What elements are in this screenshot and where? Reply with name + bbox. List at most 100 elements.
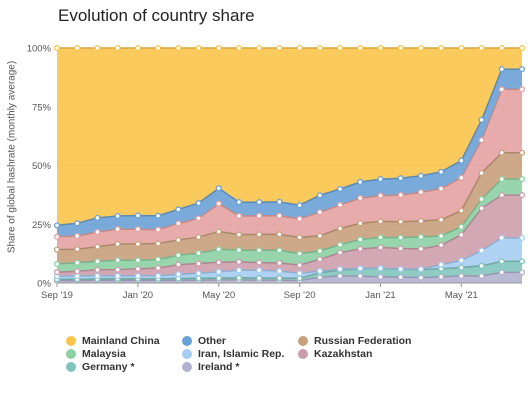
data-point: [357, 195, 364, 202]
data-point: [114, 44, 121, 52]
data-point: [155, 226, 162, 233]
legend-item-germany[interactable]: Germany *: [66, 361, 135, 373]
data-point: [377, 44, 384, 52]
legend-item-russian-federation[interactable]: Russian Federation: [298, 335, 411, 347]
stacked-area-chart: 0% 25% 50% 75% 100% Sep '19 Jan '20 May '20 Sep …: [27, 44, 526, 300]
data-point: [498, 258, 505, 265]
data-point: [175, 44, 182, 52]
legend-label: Ireland *: [198, 361, 240, 373]
data-point: [458, 207, 465, 214]
data-point: [397, 234, 404, 241]
area-series-7: [57, 69, 522, 237]
y-tick-label: 100%: [27, 44, 52, 55]
data-point: [155, 256, 162, 263]
data-point: [114, 226, 121, 233]
data-point: [296, 262, 303, 269]
data-point: [336, 266, 344, 273]
data-point: [397, 218, 404, 225]
data-point: [377, 234, 384, 241]
data-point: [235, 44, 243, 52]
data-point: [518, 66, 526, 73]
data-point: [336, 201, 344, 209]
data-point: [296, 270, 303, 277]
data-point: [134, 257, 141, 264]
data-point: [458, 272, 465, 280]
data-point: [256, 199, 263, 206]
data-point: [357, 236, 364, 243]
data-point: [458, 223, 465, 230]
data-point: [195, 215, 202, 222]
data-point: [175, 252, 182, 259]
area-series-6: [57, 89, 522, 250]
legend-item-ireland[interactable]: Ireland *: [182, 361, 239, 373]
data-point: [336, 249, 344, 256]
data-point: [195, 44, 202, 52]
legend-item-malaysia[interactable]: Malaysia: [66, 348, 126, 360]
data-point: [195, 260, 202, 267]
data-point: [74, 268, 81, 275]
data-point: [215, 228, 222, 235]
data-point: [215, 268, 222, 275]
data-point: [256, 247, 263, 254]
data-point: [458, 157, 465, 164]
x-tick-label: Jan '21: [365, 290, 395, 300]
data-point: [53, 44, 61, 52]
data-point: [74, 220, 81, 227]
y-tick-label: 50%: [32, 161, 52, 172]
data-point: [215, 246, 222, 253]
data-point: [478, 116, 485, 123]
data-point: [417, 266, 424, 273]
legend-marker: [298, 349, 308, 359]
data-point: [296, 215, 303, 222]
data-point: [478, 44, 485, 52]
data-point: [235, 231, 243, 238]
legend-label: Germany *: [82, 361, 135, 373]
legend-item-iran[interactable]: Iran, Islamic Rep.: [182, 348, 284, 360]
legend-label: Malaysia: [82, 348, 126, 360]
data-point: [397, 245, 404, 252]
data-point: [518, 149, 526, 156]
data-point: [256, 231, 263, 238]
data-point: [215, 259, 222, 266]
data-point: [438, 168, 445, 175]
data-point: [53, 233, 61, 240]
data-point: [94, 44, 101, 52]
data-point: [377, 176, 384, 183]
data-point: [256, 267, 263, 274]
legend-item-other[interactable]: Other: [182, 335, 226, 347]
data-point: [417, 245, 424, 252]
x-tick-label: Jan '20: [123, 290, 153, 300]
data-point: [377, 218, 384, 225]
data-point: [478, 247, 485, 254]
data-point: [296, 44, 303, 52]
data-point: [458, 257, 465, 264]
data-point: [276, 44, 283, 52]
data-point: [235, 274, 243, 281]
data-point: [134, 226, 141, 233]
data-point: [195, 250, 202, 257]
data-point: [397, 266, 404, 273]
data-point: [498, 149, 505, 156]
data-point: [94, 243, 101, 250]
data-point: [256, 275, 263, 282]
data-point: [94, 228, 101, 236]
data-point: [498, 269, 505, 276]
legend-marker: [182, 349, 192, 359]
data-point: [498, 66, 505, 73]
data-point: [458, 174, 465, 181]
legend-marker: [66, 336, 76, 346]
data-point: [377, 273, 384, 280]
data-point: [377, 265, 384, 272]
legend-marker: [182, 362, 192, 372]
legend-item-mainland-china[interactable]: Mainland China: [66, 335, 160, 347]
legend-item-kazakhstan[interactable]: Kazakhstan: [298, 348, 372, 360]
data-point: [175, 236, 182, 244]
legend-marker: [298, 336, 308, 346]
legend-marker: [66, 362, 76, 372]
data-point: [235, 199, 243, 206]
data-point: [417, 233, 424, 240]
x-tick-label: May '20: [202, 290, 235, 300]
data-point: [316, 256, 323, 263]
data-point: [518, 86, 526, 93]
data-point: [478, 262, 485, 269]
